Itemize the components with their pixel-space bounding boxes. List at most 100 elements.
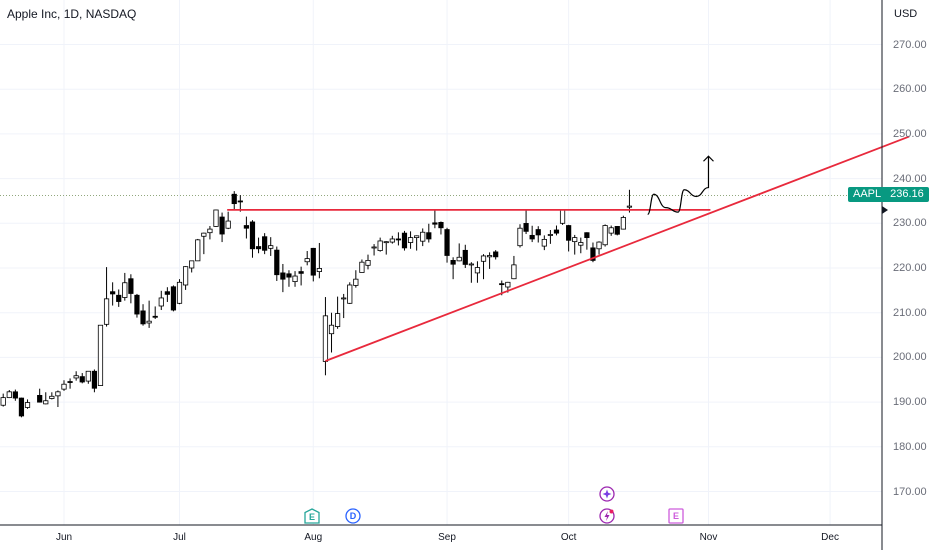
candle bbox=[395, 232, 402, 246]
candle bbox=[566, 224, 572, 252]
candle-body-up bbox=[103, 298, 110, 325]
candle-body-up bbox=[347, 284, 353, 304]
earnings-icon[interactable]: E bbox=[668, 508, 684, 524]
price-tick-label: 260.00 bbox=[893, 83, 927, 96]
candle bbox=[486, 252, 493, 269]
candle-body-down bbox=[91, 370, 97, 389]
candle-body-down bbox=[590, 247, 596, 261]
candle bbox=[110, 282, 116, 306]
candle bbox=[134, 293, 140, 318]
candle bbox=[511, 255, 517, 280]
candle-body-up bbox=[517, 227, 523, 247]
candle-body-up bbox=[596, 241, 602, 250]
candle-body-down bbox=[401, 232, 408, 249]
candle bbox=[237, 195, 243, 212]
candle-body-down bbox=[255, 246, 262, 250]
candle bbox=[189, 260, 195, 273]
candle bbox=[298, 266, 304, 286]
candle-body-up bbox=[547, 234, 554, 236]
price-badge-value: 236.16 bbox=[890, 188, 924, 200]
candle-body-up bbox=[383, 241, 389, 244]
candle bbox=[608, 225, 614, 236]
candle-body-up bbox=[24, 402, 31, 408]
candle bbox=[176, 279, 183, 305]
candle bbox=[146, 300, 152, 328]
candle bbox=[347, 282, 353, 304]
candle bbox=[195, 238, 201, 262]
candle bbox=[316, 242, 322, 279]
candle-body-up bbox=[377, 240, 383, 251]
candle bbox=[97, 324, 104, 387]
candle-body-down bbox=[219, 216, 225, 235]
dividend-icon[interactable]: D bbox=[345, 508, 361, 524]
candle-body-down bbox=[12, 391, 18, 399]
candle bbox=[274, 246, 280, 281]
candle bbox=[596, 241, 602, 255]
last-price-badge: AAPL 236.16 bbox=[848, 187, 929, 202]
candles bbox=[0, 189, 633, 418]
earnings-icon[interactable]: E bbox=[304, 508, 320, 524]
time-tick-label: Nov bbox=[699, 532, 718, 543]
candle-body-down bbox=[110, 291, 116, 295]
earnings-marker-label: E bbox=[308, 512, 315, 522]
candle bbox=[383, 241, 389, 255]
candle-body-down bbox=[128, 278, 134, 294]
candle bbox=[517, 224, 523, 248]
candle-body-up bbox=[201, 232, 207, 237]
candle-body-up bbox=[541, 238, 547, 247]
candle-body-down bbox=[134, 294, 140, 315]
drawings[interactable] bbox=[227, 135, 910, 362]
candle-body-down bbox=[499, 283, 505, 286]
candle-body-down bbox=[286, 273, 292, 278]
dividend-marker-label: D bbox=[349, 511, 357, 521]
candle-body-down bbox=[37, 394, 43, 403]
candle bbox=[213, 209, 219, 227]
candle bbox=[170, 285, 177, 312]
candle-body-down bbox=[237, 200, 243, 203]
candle bbox=[207, 225, 213, 240]
support-trendline[interactable] bbox=[325, 135, 910, 362]
candle-body-down bbox=[432, 222, 438, 225]
candle bbox=[182, 266, 189, 290]
time-tick-label: Oct bbox=[560, 532, 577, 543]
candle bbox=[61, 380, 67, 391]
candle bbox=[73, 371, 79, 381]
candle bbox=[6, 390, 12, 399]
price-tick-label: 240.00 bbox=[893, 172, 927, 185]
candle-body-down bbox=[152, 315, 158, 318]
candle bbox=[37, 388, 43, 403]
candle-body-up bbox=[608, 227, 614, 234]
candle-body-down bbox=[523, 223, 529, 232]
candle-body-down bbox=[395, 238, 402, 241]
candle-body-up bbox=[316, 268, 322, 272]
candle bbox=[626, 189, 633, 213]
projection-path[interactable] bbox=[647, 156, 710, 215]
candle bbox=[541, 235, 547, 251]
candle bbox=[310, 247, 316, 282]
candle bbox=[523, 209, 529, 235]
currency-label[interactable]: USD bbox=[894, 8, 918, 20]
candle bbox=[359, 259, 365, 273]
candle-body-up bbox=[97, 324, 104, 386]
candle-body-down bbox=[450, 260, 456, 265]
candle-body-down bbox=[566, 225, 572, 241]
candle bbox=[67, 378, 73, 389]
candle-body-up bbox=[189, 260, 195, 269]
last-price-arrow-icon bbox=[882, 206, 888, 214]
candle bbox=[559, 209, 566, 225]
bolt-icon[interactable] bbox=[599, 508, 615, 524]
candle-body-down bbox=[249, 221, 256, 250]
candle bbox=[24, 399, 31, 409]
candle bbox=[262, 233, 268, 255]
sparkle-icon[interactable] bbox=[599, 486, 615, 502]
candle-body-up bbox=[73, 375, 79, 379]
candle bbox=[389, 235, 395, 244]
candle bbox=[444, 227, 450, 263]
candle-body-down bbox=[164, 291, 170, 295]
candle-body-up bbox=[85, 370, 91, 382]
candle-body-up bbox=[486, 255, 493, 258]
candle-body-down bbox=[438, 222, 444, 229]
price-badge-symbol: AAPL bbox=[853, 188, 882, 200]
candle-body-up bbox=[505, 281, 511, 288]
